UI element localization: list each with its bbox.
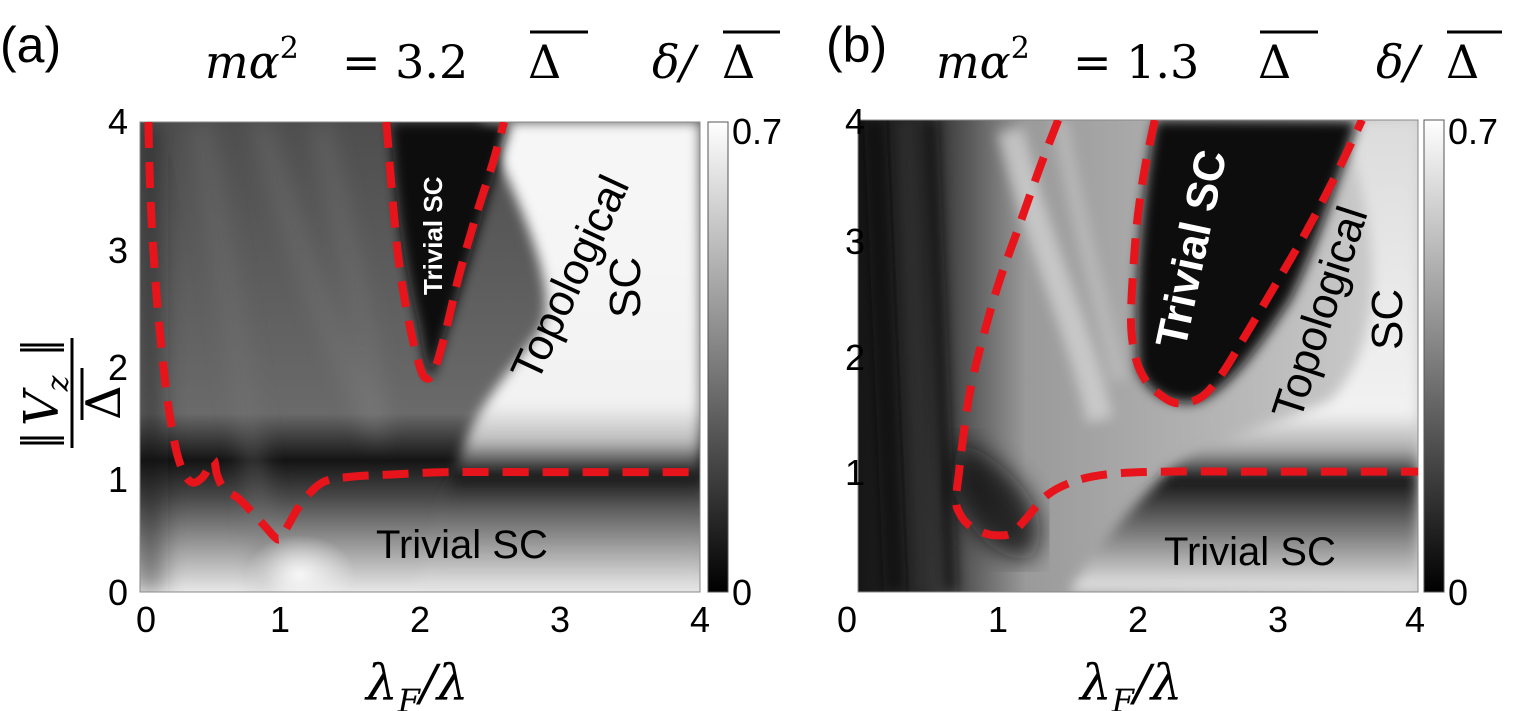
colorbar-label-b: δ/ Δ [1376,30,1502,89]
label-b-topological-2: SC [1363,289,1412,350]
ytick-a-0: 0 [108,572,128,613]
xlabel-b-main: λ [1078,654,1112,711]
title-b-exp: 2 [1011,31,1030,66]
ytick-b-3: 3 [845,221,865,262]
xlabel-a-sub: F [397,682,422,711]
title-b-delta: Δ [1258,35,1291,89]
ytick-b-4: 4 [845,101,865,142]
cbar-b-tick-min: 0 [1448,572,1468,613]
title-b-rhs: = 1.3 [1073,35,1199,89]
label-b-trivial-bottom: Trivial SC [1164,530,1336,574]
xtick-b-4: 4 [1405,599,1425,640]
xlabel-b: λF/λ [1078,654,1182,711]
xtick-a-2: 2 [410,599,430,640]
colorbar-label-a: δ/ Δ [652,30,780,89]
xtick-b-1: 1 [988,599,1008,640]
svg-text:mα2: mα2 [936,31,1030,89]
panel-b-title: mα2 = 1.3 Δ [936,30,1318,89]
panel-label-b: (b) [826,17,887,73]
xtick-b-2: 2 [1128,599,1148,640]
ytick-b-1: 1 [845,452,865,493]
boundaries-b [951,120,1418,540]
title-a-rhs: = 3.2 [342,35,468,89]
colorbar-b: 0.7 0 [1423,111,1498,613]
svg-text:Vz: Vz [14,375,76,426]
xtick-b-0: 0 [837,599,857,640]
lower-phase-boundary-a [144,122,700,544]
cbar-a-den: Δ [722,35,755,89]
cbar-a-tick-min: 0 [732,572,752,613]
xlabel-b-sub: F [1111,682,1136,711]
cbar-b-num: δ/ [1376,35,1424,89]
panel-a: (a) mα2 = 3.2 Δ δ/ Δ [0,17,782,711]
label-a-trivial-top: Trivial SC [418,176,448,295]
label-a-topological-2: SC [601,257,650,318]
title-a-exp: 2 [280,31,299,66]
colorbar-a: 0.7 0 [707,111,782,613]
title-a-delta: Δ [528,35,561,89]
cbar-b-tick-max: 0.7 [1448,111,1498,152]
boundaries-a [144,122,700,544]
xtick-a-3: 3 [550,599,570,640]
axis-b: 4 3 2 1 0 1 2 3 4 [837,101,1425,640]
ylabel-a-sub: z [41,375,76,392]
panel-label-a: (a) [0,17,61,73]
xlabel-a-main: λ [364,654,398,711]
cbar-a-num: δ/ [652,35,700,89]
axis-a: 4 3 2 1 0 0 1 2 3 4 [108,101,710,640]
panel-b: (b) mα2 = 1.3 Δ δ/ Δ [826,17,1502,711]
ylabel-a-den: Δ [76,385,132,420]
xlabel-a: λF/λ [364,654,468,711]
ytick-a-1: 1 [108,459,128,500]
panel-a-title: mα2 = 3.2 Δ [205,30,588,89]
xlabel-b-rest: /λ [1130,654,1183,711]
label-a-trivial-bottom: Trivial SC [376,523,548,567]
xtick-b-3: 3 [1268,599,1288,640]
heatmap-b [858,120,1418,592]
xlabel-a-rest: /λ [416,654,469,711]
ytick-a-4: 4 [108,101,128,142]
lower-phase-boundary-b [951,120,1418,540]
cbar-a-tick-max: 0.7 [732,111,782,152]
ylabel-a: Vz Δ [14,338,132,448]
xtick-a-0: 0 [136,599,156,640]
trivial-pocket-boundary-a [382,122,508,383]
trivial-pocket-boundary-b [1126,120,1366,408]
ytick-a-3: 3 [108,230,128,271]
ytick-a-2: 2 [108,347,128,388]
svg-text:mα2: mα2 [205,31,299,89]
title-a-lhs: mα [205,35,280,89]
ytick-b-2: 2 [845,337,865,378]
cbar-b-den: Δ [1446,35,1479,89]
title-b-lhs: mα [936,35,1011,89]
xtick-a-1: 1 [270,599,290,640]
ylabel-a-num: V [14,387,70,426]
xtick-a-4: 4 [690,599,710,640]
